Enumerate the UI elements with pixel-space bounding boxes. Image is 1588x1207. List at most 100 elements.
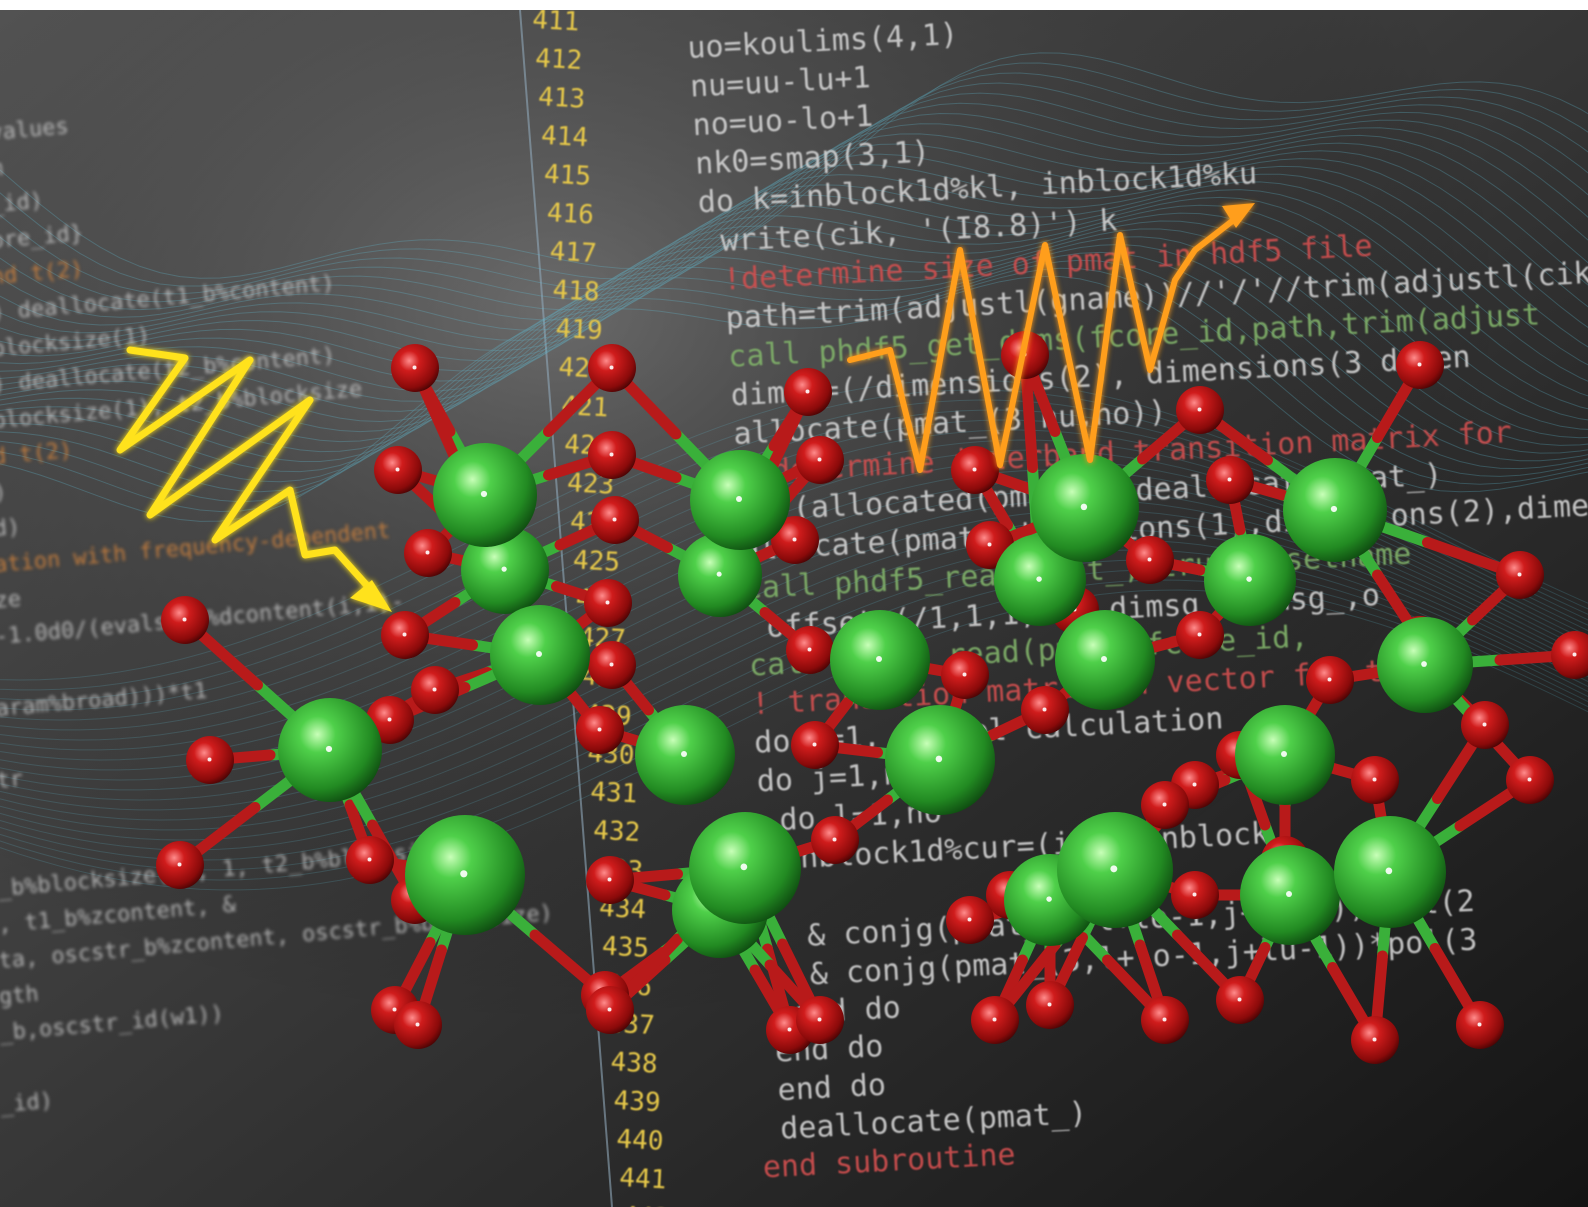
atom-highlight [1385,867,1393,875]
atom-highlight [612,517,617,522]
atom-highlight [1192,892,1197,897]
atom-highlight [177,862,182,867]
left-code-line: gth [0,982,40,1010]
atom-highlight [1327,677,1332,682]
line-number: 432 [593,816,641,848]
line-number: 417 [549,237,597,269]
atom-highlight [387,717,392,722]
atom-highlight [415,1022,420,1027]
atom-highlight [1197,407,1202,412]
atom-highlight [787,1027,792,1032]
mesh-line [0,189,1588,412]
line-number: 413 [537,82,585,114]
oxygen-atom [1551,631,1588,679]
atom-highlight [1572,652,1577,657]
line-number: 438 [610,1047,658,1079]
atom-highlight [1237,997,1242,1002]
atom-highlight [536,651,542,657]
atom-highlight [480,490,488,498]
atom-highlight [736,496,742,502]
atom-highlight [1110,865,1118,873]
arrowhead-icon [1222,203,1255,228]
atom-highlight [812,742,817,747]
atom-highlight [460,870,468,878]
atom-highlight [392,1007,397,1012]
atom-highlight [597,727,602,732]
mesh-line [0,236,1588,473]
left-code-line: _id) [0,1088,54,1118]
mesh-line [0,267,1588,513]
atom-highlight [1417,362,1422,367]
left-code-line: m [0,156,4,182]
atom-highlight [817,457,822,462]
atom-highlight [1330,505,1338,513]
left-code-line: _id) [0,188,44,218]
atom-highlight [412,365,417,370]
atom-highlight [832,837,837,842]
atom-highlight [1286,891,1292,897]
atom-highlight [1372,777,1377,782]
atom-highlight [395,467,400,472]
line-number: 442 [622,1202,670,1207]
mesh-line [0,52,1588,279]
atom-highlight [605,600,610,605]
line-number: 411 [532,10,580,37]
atom-highlight [1197,632,1202,637]
atom-highlight [987,542,992,547]
mesh-line [0,212,1588,443]
atom-highlight [325,745,333,753]
atom-highlight [1227,477,1232,482]
atoms [156,331,1588,1064]
line-number-gutter: 4114124134144154164174184194204214224234… [532,10,670,1207]
atom-highlight [1482,722,1487,727]
atom-highlight [1281,751,1287,757]
mesh-line [0,251,1588,493]
line-number: 425 [572,545,620,577]
mesh-line [0,539,1588,841]
atom-highlight [1047,1002,1052,1007]
atom-highlight [972,467,977,472]
mesh-line [0,589,1588,891]
line-number: 414 [540,121,588,153]
mesh-line [0,181,1588,402]
mesh-line [0,204,1588,433]
atom-highlight [817,1017,822,1022]
atom-highlight [1046,896,1052,902]
line-number: 441 [619,1163,667,1195]
mesh-line [0,82,1588,303]
atom-highlight [1080,503,1088,511]
mesh-line [0,72,1588,295]
mesh-line [0,196,1588,423]
line-number: 412 [535,44,583,76]
mesh-line [0,123,1588,341]
atom-highlight [962,672,967,677]
atom-highlight [1517,572,1522,577]
mesh-line [0,102,1588,321]
atom-highlight [681,751,687,757]
atom-highlight [1101,656,1107,662]
outgoing-photon-icon [847,203,1255,473]
atom-highlight [609,662,614,667]
left-code-line: tr [0,767,24,794]
atom-highlight [1246,576,1252,582]
line-number: 439 [613,1086,661,1118]
atom-highlight [807,647,812,652]
mesh-line [0,259,1588,503]
mesh-line [0,92,1588,311]
crystal-structure-icon [156,331,1588,1064]
line-number: 416 [546,198,594,230]
code-line: end do [777,1068,887,1109]
photon-wave [116,346,384,604]
line-number: 431 [590,777,638,809]
atom-highlight [1192,782,1197,787]
atom-highlight [1162,802,1167,807]
mesh-line [0,62,1588,287]
atom-highlight [425,550,430,555]
left-code-line: ze [0,587,22,614]
atom-highlight [501,566,507,572]
line-number: 419 [555,314,603,346]
atom-highlight [967,917,972,922]
atom-highlight [607,1007,612,1012]
atom-highlight [402,632,407,637]
mesh-line [0,163,1588,382]
